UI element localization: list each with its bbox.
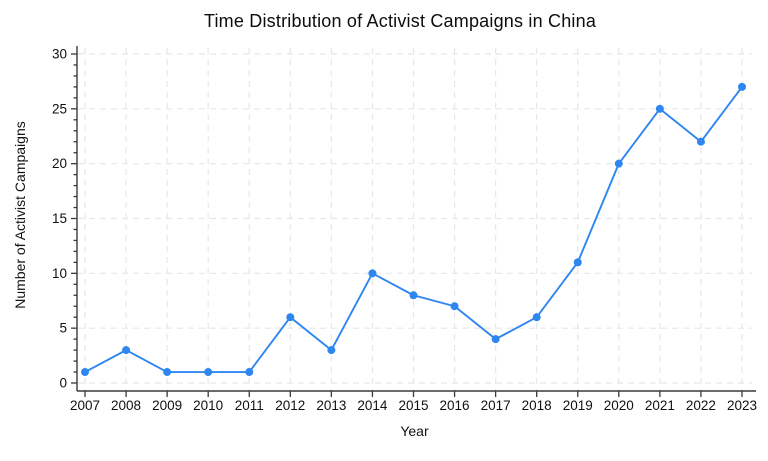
data-point-2009 xyxy=(163,368,172,377)
data-point-2022 xyxy=(696,137,705,146)
svg-text:10: 10 xyxy=(52,266,67,281)
data-point-2011 xyxy=(245,368,254,377)
svg-text:0: 0 xyxy=(59,376,67,391)
tick-labels: 0 5 10 15 20 25 30 2007 2008 2009 2010 2011 2012 2013… xyxy=(52,47,757,414)
svg-text:20: 20 xyxy=(52,156,67,171)
data-point-2013 xyxy=(327,346,336,355)
svg-text:5: 5 xyxy=(59,321,67,336)
svg-text:2020: 2020 xyxy=(604,398,634,413)
gridlines xyxy=(78,48,752,390)
data-point-2019 xyxy=(573,258,582,267)
svg-text:2022: 2022 xyxy=(686,398,716,413)
data-point-2007 xyxy=(81,368,89,377)
svg-text:30: 30 xyxy=(52,47,67,62)
svg-text:2019: 2019 xyxy=(563,398,593,413)
chart-title: Time Distribution of Activist Campaigns … xyxy=(203,11,597,31)
svg-text:2012: 2012 xyxy=(275,398,305,413)
x-axis-title: Year xyxy=(400,423,429,439)
svg-text:2021: 2021 xyxy=(645,398,675,413)
svg-text:2016: 2016 xyxy=(440,398,470,413)
data-point-2012 xyxy=(286,313,295,322)
svg-text:2018: 2018 xyxy=(522,398,552,413)
svg-text:25: 25 xyxy=(52,101,67,116)
svg-text:2009: 2009 xyxy=(152,398,182,413)
svg-text:2013: 2013 xyxy=(316,398,346,413)
data-point-2023 xyxy=(738,82,746,91)
tick-marks xyxy=(71,53,743,397)
data-point-2008 xyxy=(122,346,131,355)
data-point-2014 xyxy=(368,269,377,278)
data-point-2015 xyxy=(409,291,418,300)
svg-text:2008: 2008 xyxy=(111,398,141,413)
svg-text:2007: 2007 xyxy=(70,398,100,413)
svg-text:2023: 2023 xyxy=(727,398,757,413)
data-point-2020 xyxy=(614,159,623,168)
svg-text:2017: 2017 xyxy=(481,398,511,413)
data-point-2016 xyxy=(450,302,459,311)
data-series-activist-campaigns xyxy=(81,82,746,377)
data-point-2017 xyxy=(491,335,500,344)
svg-text:15: 15 xyxy=(52,211,67,226)
y-axis-title: Number of Activist Campaigns xyxy=(12,121,28,309)
data-point-2021 xyxy=(655,104,664,113)
svg-text:2010: 2010 xyxy=(193,398,223,413)
svg-text:2011: 2011 xyxy=(235,398,264,413)
svg-text:2014: 2014 xyxy=(357,398,388,413)
data-point-2018 xyxy=(532,313,541,322)
data-point-2010 xyxy=(204,368,213,377)
svg-text:2015: 2015 xyxy=(398,398,428,413)
